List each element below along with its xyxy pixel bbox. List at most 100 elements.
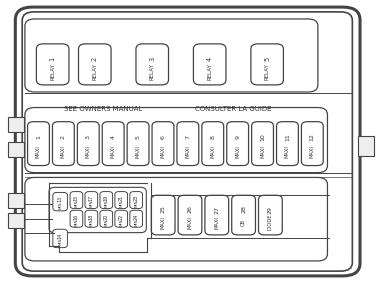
FancyBboxPatch shape (79, 44, 111, 85)
FancyBboxPatch shape (178, 195, 202, 235)
FancyBboxPatch shape (205, 195, 229, 235)
FancyBboxPatch shape (227, 122, 249, 166)
Text: RELAY: RELAY (207, 63, 212, 80)
Text: MAXI: MAXI (285, 145, 290, 158)
Text: 25: 25 (160, 205, 166, 213)
FancyBboxPatch shape (49, 187, 146, 233)
FancyBboxPatch shape (53, 229, 67, 248)
Text: MAXI: MAXI (310, 145, 315, 158)
FancyBboxPatch shape (259, 195, 282, 235)
Text: RELAY: RELAY (265, 63, 270, 80)
Text: MIN: MIN (74, 200, 79, 207)
Text: 26: 26 (187, 205, 193, 213)
FancyBboxPatch shape (177, 122, 199, 166)
Text: MAXI: MAXI (235, 145, 240, 158)
FancyBboxPatch shape (152, 122, 174, 166)
Text: 16: 16 (74, 213, 79, 220)
Text: MIN: MIN (104, 200, 108, 207)
Text: 9: 9 (235, 136, 240, 140)
FancyBboxPatch shape (130, 210, 142, 227)
Text: CONSULTER LA GUIDE: CONSULTER LA GUIDE (195, 106, 272, 112)
Text: MAXI: MAXI (136, 145, 141, 158)
Text: 2: 2 (92, 57, 98, 61)
FancyBboxPatch shape (127, 122, 149, 166)
Text: RELAY: RELAY (92, 63, 97, 80)
Text: 3: 3 (86, 136, 91, 140)
FancyBboxPatch shape (358, 136, 374, 156)
FancyBboxPatch shape (22, 12, 352, 271)
Text: MAXI: MAXI (185, 145, 190, 158)
Text: MIN: MIN (134, 200, 138, 207)
Text: MIN: MIN (89, 218, 93, 226)
Text: MAXI: MAXI (86, 145, 91, 158)
Text: 17: 17 (89, 195, 94, 201)
Text: MAXI: MAXI (111, 145, 116, 158)
FancyBboxPatch shape (102, 122, 124, 166)
FancyBboxPatch shape (151, 195, 175, 235)
FancyBboxPatch shape (252, 122, 273, 166)
Text: MAXI: MAXI (214, 216, 219, 229)
Text: MIN: MIN (119, 218, 123, 226)
FancyBboxPatch shape (8, 142, 24, 157)
FancyBboxPatch shape (36, 44, 69, 85)
Text: MIN: MIN (89, 200, 93, 207)
FancyBboxPatch shape (8, 213, 24, 228)
Text: 7: 7 (185, 136, 190, 140)
Text: 18: 18 (89, 213, 94, 220)
Text: 12: 12 (310, 134, 315, 142)
FancyBboxPatch shape (100, 210, 113, 227)
Text: 5: 5 (136, 136, 141, 140)
Text: MAXI: MAXI (210, 145, 215, 158)
Text: MIN: MIN (58, 201, 62, 209)
FancyBboxPatch shape (130, 192, 142, 209)
Text: RELAY: RELAY (150, 63, 155, 80)
Text: DIODE: DIODE (268, 214, 273, 230)
Text: 4: 4 (111, 136, 116, 140)
Text: 14: 14 (57, 233, 63, 239)
Text: 27: 27 (214, 205, 219, 214)
Text: MAXI: MAXI (260, 145, 265, 158)
FancyBboxPatch shape (100, 192, 113, 209)
Text: MIN: MIN (74, 218, 79, 226)
FancyBboxPatch shape (28, 122, 49, 166)
FancyBboxPatch shape (85, 210, 98, 227)
Text: 6: 6 (160, 136, 165, 140)
FancyBboxPatch shape (232, 195, 255, 235)
Text: 10: 10 (260, 134, 265, 141)
Text: SEE OWNERS MANUAL: SEE OWNERS MANUAL (64, 106, 142, 112)
Text: 28: 28 (241, 205, 246, 213)
Text: MIN: MIN (58, 238, 62, 245)
Text: 11: 11 (285, 134, 290, 141)
Text: MAXI: MAXI (187, 216, 193, 229)
FancyBboxPatch shape (301, 122, 323, 166)
Text: MAXI: MAXI (36, 145, 41, 158)
Text: 15: 15 (74, 195, 79, 201)
Text: MIN: MIN (134, 218, 138, 226)
Text: MAXI: MAXI (61, 145, 66, 158)
FancyBboxPatch shape (8, 193, 24, 208)
Text: 1: 1 (50, 57, 56, 61)
FancyBboxPatch shape (77, 122, 99, 166)
FancyBboxPatch shape (15, 7, 360, 276)
Text: 4: 4 (207, 57, 213, 61)
FancyBboxPatch shape (8, 117, 24, 132)
Text: MIN: MIN (104, 218, 108, 226)
FancyBboxPatch shape (202, 122, 224, 166)
Text: MIN: MIN (119, 200, 123, 207)
Text: 1: 1 (36, 136, 41, 140)
FancyBboxPatch shape (25, 177, 327, 261)
Text: 8: 8 (210, 136, 215, 140)
Text: 2: 2 (61, 136, 66, 140)
Text: 3: 3 (149, 57, 155, 61)
Text: 20: 20 (104, 213, 109, 220)
FancyBboxPatch shape (136, 44, 169, 85)
Text: MAXI: MAXI (160, 145, 165, 158)
Text: 22: 22 (119, 213, 124, 220)
FancyBboxPatch shape (251, 44, 283, 85)
FancyBboxPatch shape (193, 44, 226, 85)
Text: 29: 29 (268, 205, 273, 214)
Text: MAXI: MAXI (160, 216, 166, 229)
Text: 5: 5 (264, 57, 270, 61)
Text: RELAY: RELAY (50, 63, 55, 80)
FancyBboxPatch shape (115, 192, 128, 209)
